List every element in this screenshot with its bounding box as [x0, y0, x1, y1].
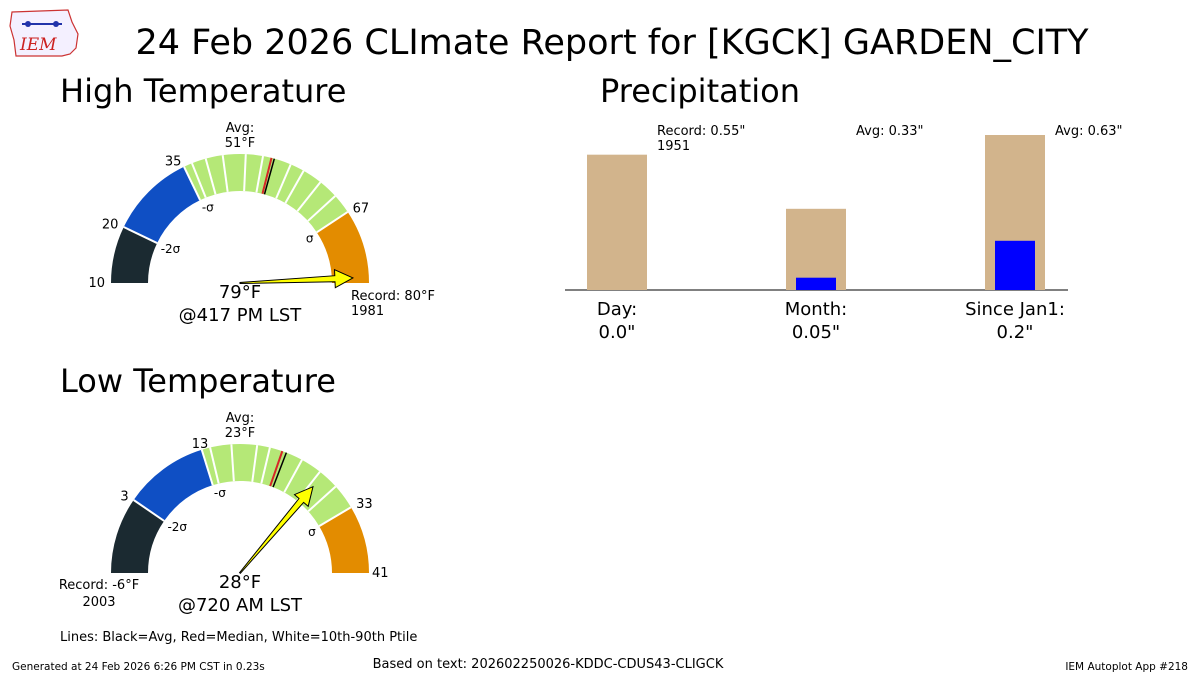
record-label: Record: -6°F — [59, 578, 139, 593]
high-temp-gauge: Avg:51°F 10 20 35 67 -2σ -σ σ 79°F@417 PM LST Rec… — [88, 121, 435, 326]
percentile-line — [283, 459, 303, 493]
legend-note: Lines: Black=Avg, Red=Median, White=10th… — [60, 630, 417, 645]
gauge-band-separator — [123, 226, 158, 244]
gauge-band-separator — [183, 166, 201, 201]
precip-reference-label: Avg: 0.33" — [856, 124, 924, 139]
precip-chart: Record: 0.55"1951 Day:0.0" Avg: 0.33" Month… — [565, 124, 1123, 343]
percentile-line — [307, 195, 336, 222]
percentile-line — [209, 447, 220, 484]
average-line — [263, 158, 276, 195]
precip-reference-bar — [786, 208, 846, 290]
observed-value: 79°F — [219, 282, 261, 303]
sigma-label: σ — [306, 232, 314, 246]
gauge-band-separator — [316, 211, 349, 234]
median-line — [261, 157, 273, 195]
sigma-label: σ — [308, 525, 316, 539]
tick-label: 41 — [372, 566, 389, 581]
precip-category-label: Day: — [597, 299, 637, 320]
footer-based-on: Based on text: 202602250026-KDDC-CDUS43-… — [373, 657, 724, 672]
tick-label: 13 — [192, 437, 209, 452]
precip-observed-bar — [796, 277, 836, 290]
sigma-label: -σ — [214, 486, 226, 500]
precip-reference-label: 1951 — [657, 139, 690, 154]
gauge-band-separator — [318, 506, 352, 527]
percentile-line — [251, 445, 259, 482]
observed-needle — [238, 485, 314, 574]
percentile-line — [284, 170, 305, 204]
precip-value-label: 0.0" — [599, 322, 636, 343]
record-year: 2003 — [82, 595, 115, 610]
percentile-line — [260, 447, 271, 484]
avg-label: Avg: — [226, 411, 254, 426]
precip-title: Precipitation — [600, 72, 800, 110]
gauge-band-orange — [316, 211, 369, 283]
gauge-band-black — [111, 499, 165, 573]
tick-label: 20 — [102, 217, 119, 232]
percentile-line — [221, 155, 229, 192]
precip-observed-bar — [995, 240, 1035, 290]
gauge-band-orange — [319, 507, 369, 573]
footer-generated: Generated at 24 Feb 2026 6:26 PM CST in … — [12, 661, 265, 673]
high-temp-title: High Temperature — [60, 72, 346, 110]
tick-label: 10 — [88, 276, 105, 291]
tick-label: 3 — [120, 490, 128, 505]
percentile-line — [307, 485, 337, 513]
observed-time: @417 PM LST — [179, 305, 303, 326]
gauge-band-separator — [200, 449, 214, 486]
precip-reference-label: Record: 0.55" — [657, 124, 745, 139]
low-temp-title: Low Temperature — [60, 362, 336, 400]
observed-needle — [239, 268, 355, 289]
logo-dot-shape — [25, 21, 31, 27]
record-year: 1981 — [351, 304, 384, 319]
percentile-line — [191, 162, 207, 198]
percentile-line — [255, 155, 265, 193]
avg-value-label: 23°F — [225, 426, 256, 441]
precip-category-label: Month: — [785, 299, 847, 320]
gauge-band-separator — [133, 499, 165, 522]
precip-reference-bar — [587, 154, 647, 290]
percentile-line — [243, 154, 247, 192]
tick-label: 35 — [165, 154, 182, 169]
gauge-band-blue — [123, 166, 201, 244]
observed-time: @720 AM LST — [178, 595, 303, 616]
sigma-label: -2σ — [167, 520, 187, 534]
tick-label: 33 — [356, 497, 373, 512]
sigma-label: -2σ — [161, 242, 181, 256]
gauge-band-blue — [133, 449, 213, 521]
tick-label: 67 — [353, 202, 370, 217]
avg-value-label: 51°F — [225, 136, 256, 151]
iem-logo-text: IEM — [19, 35, 57, 55]
median-line — [269, 450, 284, 487]
page-title: 24 Feb 2026 CLImate Report for [KGCK] GA… — [135, 23, 1089, 63]
record-label: Record: 80°F — [351, 289, 435, 304]
precip-value-label: 0.2" — [997, 322, 1034, 343]
percentile-line — [204, 158, 217, 195]
sigma-label: -σ — [202, 201, 214, 215]
iem-logo: IEM — [9, 9, 79, 57]
average-line — [272, 452, 288, 488]
precip-reference-label: Avg: 0.63" — [1055, 124, 1123, 139]
low-temp-gauge: Avg:23°F 3 13 33 41 -2σ -σ σ 28°F@720 AM LST Reco… — [59, 411, 389, 616]
percentile-line — [230, 444, 235, 482]
footer-app: IEM Autoplot App #218 — [1065, 661, 1188, 673]
avg-label: Avg: — [226, 121, 254, 136]
percentile-line — [296, 181, 322, 212]
gauge-band-black — [111, 227, 158, 283]
logo-dot-shape — [53, 21, 59, 27]
precip-value-label: 0.05" — [792, 322, 840, 343]
percentile-line — [275, 163, 292, 199]
precip-category-label: Since Jan1: — [965, 299, 1065, 320]
observed-value: 28°F — [219, 572, 261, 593]
